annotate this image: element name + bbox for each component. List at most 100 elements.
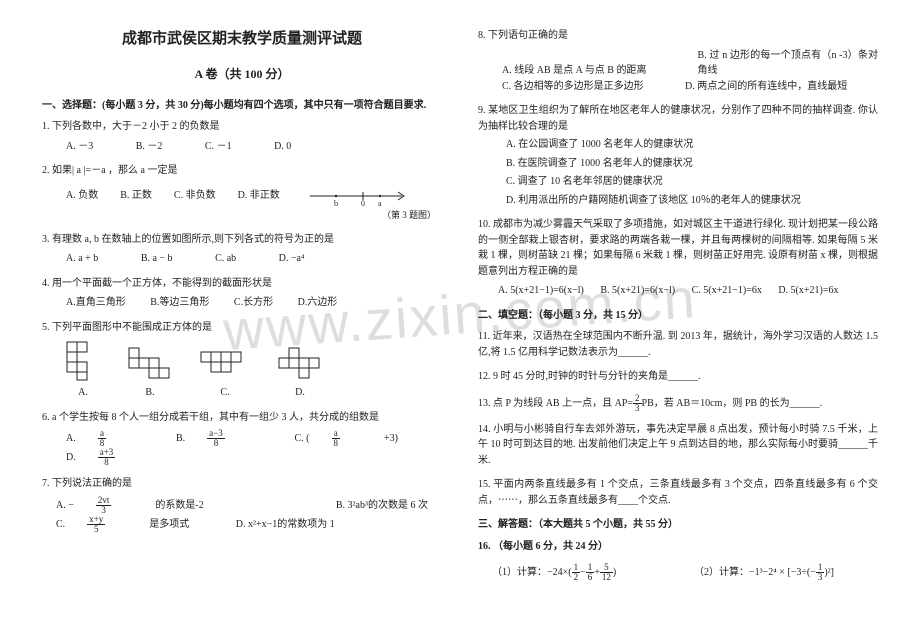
q6-opt-c: C. (a8+3) [295, 429, 420, 448]
q1-opt-d: D. 0 [274, 139, 291, 155]
q6-opt-a: A. a8 [66, 429, 150, 448]
q7a-pre: A. − [56, 498, 74, 514]
net-a-label: A. [78, 385, 88, 401]
question-5: 5. 下列平面图形中不能围成正方体的是 A. [42, 320, 442, 401]
q13-pre: 13. 点 P 为线段 AB 上一点，且 AP= [478, 397, 633, 408]
question-1: 1. 下列各数中，大于－2 小于 2 的负数是 A. －3 B. －2 C. －… [42, 119, 442, 154]
q6b-label: B. [176, 431, 185, 447]
q4-opt-a: A.直角三角形 [66, 295, 126, 311]
q8-opt-a: A. 线段 AB 是点 A 与点 B 的距离 [502, 63, 682, 79]
q5-text: 5. 下列平面图形中不能围成正方体的是 [42, 320, 442, 336]
q16-subparts: （1）计算：−24×(12−16+512) （2）计算：−1³−2⁴ × [−3… [478, 563, 878, 582]
q6-options: A. a8 B. a−38 C. (a8+3) D. a+38 [42, 429, 442, 467]
q7a-post: 的系数是-2 [155, 498, 203, 514]
q1-opt-c: C. －1 [205, 139, 232, 155]
section-1-heading: 一、选择题：(每小题 3 分，共 30 分)每小题均有四个选项，其中只有一项符合… [42, 98, 442, 114]
q3-figure-note: （第 3 题图） [382, 209, 436, 223]
section-3-heading: 三、解答题：（本大题共 5 个小题，共 55 分） [478, 517, 878, 533]
q7-options: A. −2vt3的系数是-2 B. 3²ab³的次数是 6 次 C. x+y5是… [42, 496, 442, 534]
left-column: 成都市武侯区期末教学质量测评试题 A 卷（共 100 分） 一、选择题：(每小题… [28, 28, 460, 620]
q8-text: 8. 下列语句正确的是 [478, 28, 878, 44]
q7-text: 7. 下列说法正确的是 [42, 476, 442, 492]
q6a-label: A. [66, 431, 76, 447]
q9-text: 9. 某地区卫生组织为了解所在地区老年人的健康状况，分别作了四种不同的抽样调查.… [478, 103, 878, 134]
q16-2-pre: （2）计算：−1³−2⁴ × [−3÷(− [694, 567, 816, 578]
q4-opt-b: B.等边三角形 [150, 295, 209, 311]
q6c-tail: +3) [384, 431, 398, 447]
right-column: 8. 下列语句正确的是 A. 线段 AB 是点 A 与点 B 的距离 B. 过 … [460, 28, 892, 620]
q4-opt-d: D.六边形 [298, 295, 338, 311]
q2-opt-b: B. 正数 [120, 188, 152, 204]
q16-1b-d: 6 [586, 573, 595, 582]
q7-opt-b: B. 3²ab³的次数是 6 次 [336, 498, 428, 514]
doc-title: 成都市武侯区期末教学质量测评试题 [42, 28, 442, 51]
q2-options: A. 负数 B. 正数 C. 非负数 D. 非正数 b 0 a [42, 183, 442, 209]
q6d-den: 8 [98, 458, 116, 467]
q6b-den: 8 [207, 439, 225, 448]
net-b: B. [128, 347, 172, 401]
q6-opt-b: B. a−38 [176, 429, 269, 448]
q1-text: 1. 下列各数中，大于－2 小于 2 的负数是 [42, 119, 442, 135]
question-9: 9. 某地区卫生组织为了解所在地区老年人的健康状况，分别作了四种不同的抽样调查.… [478, 103, 878, 208]
q9-opt-a: A. 在公园调查了 1000 名老年人的健康状况 [478, 137, 878, 153]
q2-opt-c: C. 非负数 [174, 188, 216, 204]
q8-options: A. 线段 AB 是点 A 与点 B 的距离 B. 过 n 边形的每一个顶点有（… [478, 48, 878, 95]
q7-opt-c: C. x+y5是多项式 [56, 515, 211, 534]
q8-opt-c: C. 各边相等的多边形是正多边形 [502, 79, 682, 95]
q3-opt-b: B. a − b [141, 251, 173, 267]
q13-den: 3 [633, 404, 642, 413]
q16-1a-d: 2 [572, 573, 581, 582]
q9-opt-d: D. 利用派出所的户籍网随机调查了该地区 10％的老年人的健康状况 [478, 193, 878, 209]
question-6: 6. a 个学生按每 8 个人一组分成若干组，其中有一组少 3 人，共分成的组数… [42, 410, 442, 468]
q3-options: A. a + b B. a − b C. ab D. −a⁴ [42, 251, 442, 267]
q10-opt-c: C. 5(x+21−1)=6x [692, 283, 762, 299]
q6-text: 6. a 个学生按每 8 个人一组分成若干组，其中有一组少 3 人，共分成的组数… [42, 410, 442, 426]
q4-options: A.直角三角形 B.等边三角形 C.长方形 D.六边形 [42, 295, 442, 311]
question-14: 14. 小明与小彬骑自行车去郊外游玩，事先决定早晨 8 点出发，预计每小时骑 7… [478, 422, 878, 469]
q16-1c-d: 12 [600, 573, 613, 582]
q1-opt-a: A. －3 [66, 139, 93, 155]
q5-nets: A. B. C. [42, 341, 442, 401]
svg-text:a: a [378, 199, 382, 208]
q7c-den: 5 [87, 525, 105, 534]
net-d-label: D. [295, 385, 305, 401]
svg-text:b: b [334, 199, 338, 208]
q3-opt-a: A. a + b [66, 251, 98, 267]
question-4: 4. 用一个平面截一个正方体，不能得到的截面形状是 A.直角三角形 B.等边三角… [42, 276, 442, 311]
net-d: D. [278, 347, 322, 401]
q10-text: 10. 成都市为减少雾霾天气采取了多项措施，如对城区主干道进行绿化. 现计划把某… [478, 217, 878, 279]
q6-opt-d: D. a+38 [66, 448, 159, 467]
net-c: C. [200, 351, 250, 401]
number-line-figure: b 0 a [308, 183, 408, 209]
net-a: A. [66, 341, 100, 401]
q13-post: PB，若 AB＝10cm，则 PB 的长为______. [642, 397, 823, 408]
q3-opt-d: D. −a⁴ [279, 251, 305, 267]
svg-text:0: 0 [361, 199, 365, 208]
q2-opt-d: D. 非正数 [238, 188, 280, 204]
q8-opt-d: D. 两点之间的所有连线中，直线最短 [685, 79, 865, 95]
question-13: 13. 点 P 为线段 AB 上一点，且 AP=23PB，若 AB＝10cm，则… [478, 394, 878, 413]
q7c-pre: C. [56, 517, 65, 533]
question-7: 7. 下列说法正确的是 A. −2vt3的系数是-2 B. 3²ab³的次数是 … [42, 476, 442, 534]
q16-1-pre: （1）计算：−24×( [492, 567, 572, 578]
question-11: 11. 近年来，汉语热在全球范围内不断升温. 到 2013 年，据统计，海外学习… [478, 329, 878, 360]
q1-opt-b: B. －2 [136, 139, 163, 155]
q3-text: 3. 有理数 a, b 在数轴上的位置如图所示,则下列各式的符号为正的是 [42, 232, 442, 248]
q4-opt-c: C.长方形 [234, 295, 273, 311]
net-b-label: B. [145, 385, 154, 401]
q10-opt-a: A. 5(x+21−1)=6(x−l) [498, 283, 584, 299]
q13-num: 2 [633, 394, 642, 404]
q3-opt-c: C. ab [215, 251, 236, 267]
question-2: 2. 如果| a |=－a ，那么 a 一定是 A. 负数 B. 正数 C. 非… [42, 163, 442, 222]
q8-opt-b: B. 过 n 边形的每一个顶点有（n -3）条对角线 [698, 48, 878, 79]
doc-subtitle: A 卷（共 100 分） [42, 65, 442, 84]
q7-opt-d: D. x²+x−1的常数项为 1 [236, 517, 335, 533]
q9-opt-c: C. 调查了 10 名老年邻居的健康状况 [478, 174, 878, 190]
q2-text: 2. 如果| a |=－a ，那么 a 一定是 [42, 163, 442, 179]
q7c-post: 是多项式 [149, 517, 189, 533]
q7-opt-a: A. −2vt3的系数是-2 [56, 496, 226, 515]
q16-1-post: ) [613, 567, 616, 578]
section-2-heading: 二、填空题：（每小题 3 分，共 15 分） [478, 308, 878, 324]
q16-part-1: （1）计算：−24×(12−16+512) [492, 563, 676, 582]
q4-text: 4. 用一个平面截一个正方体，不能得到的截面形状是 [42, 276, 442, 292]
